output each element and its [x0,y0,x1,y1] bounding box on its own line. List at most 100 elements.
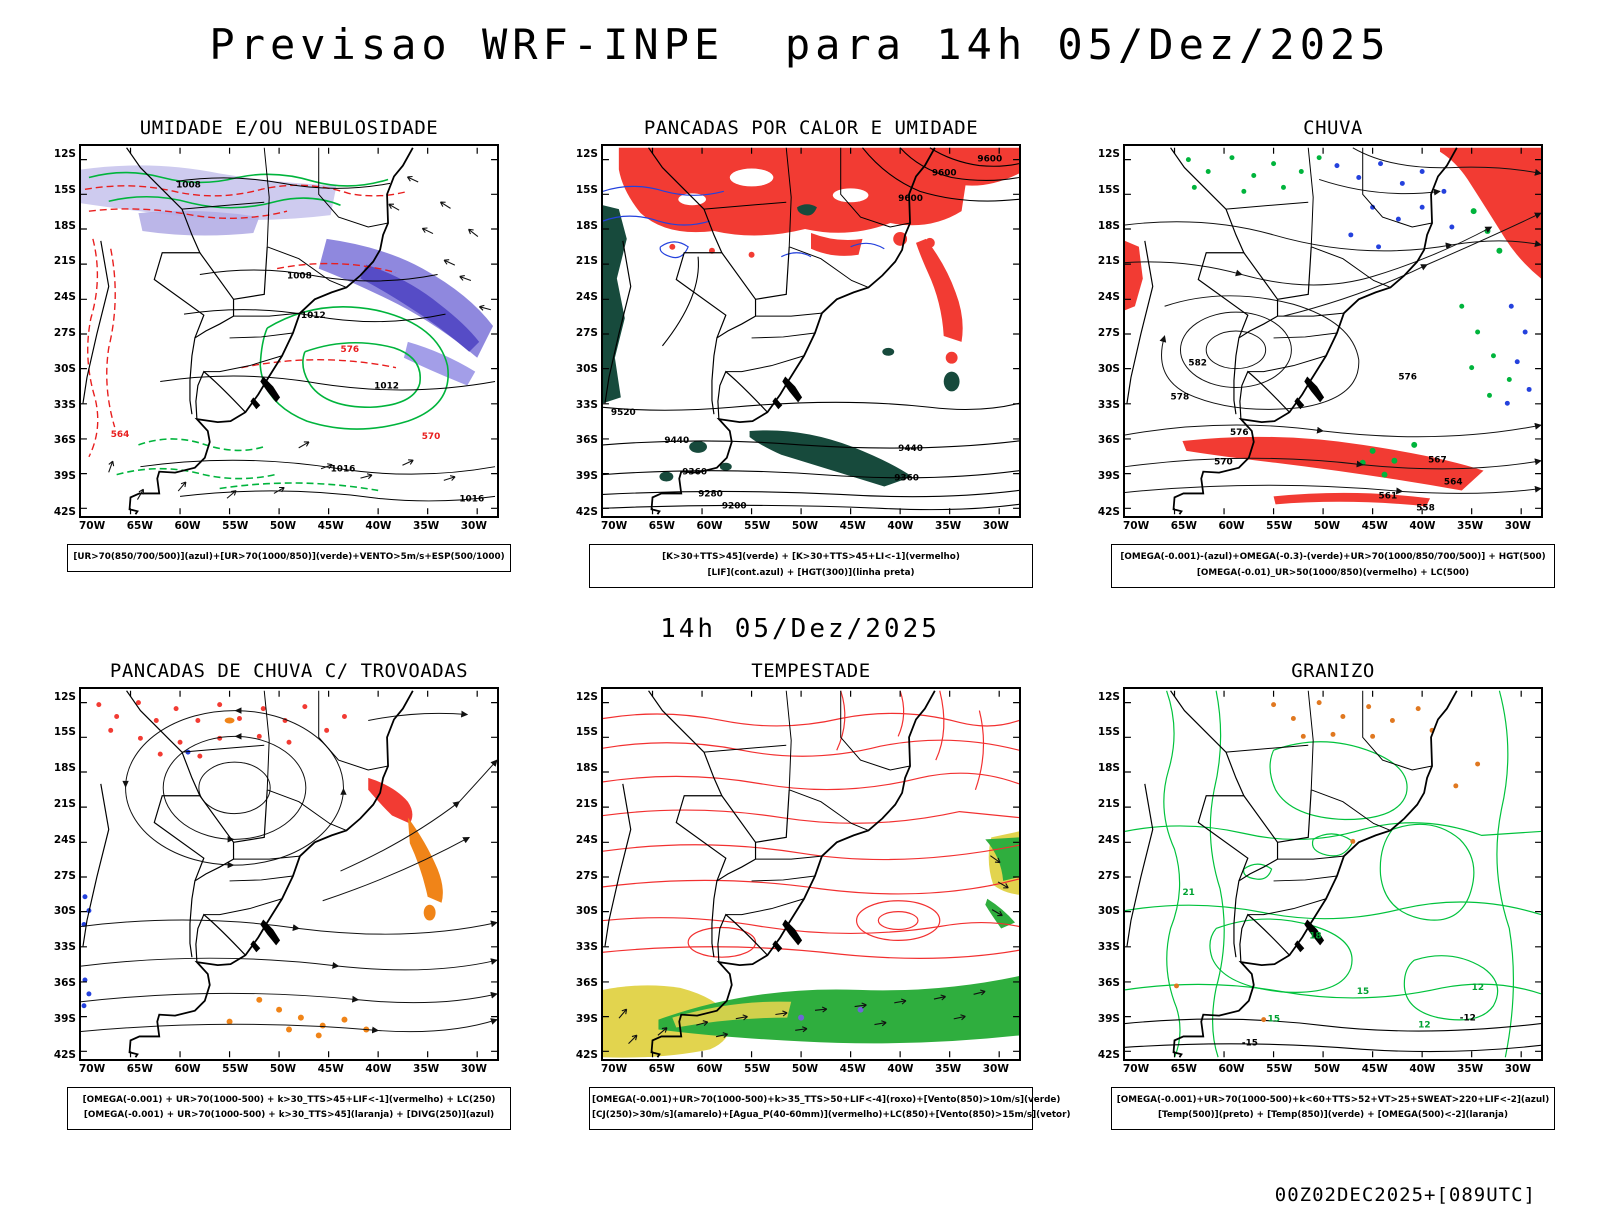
orange-omega-speckles [1174,699,1481,1022]
lon-label: 35W [413,1062,440,1075]
map-granizo: 21 18 15 12 12 15 -12 -15 [1125,689,1541,1058]
lat-label: 15S [575,183,598,196]
caption-line: [OMEGA(-0.001) + UR>70(1000-500) + k>30_… [83,1110,495,1121]
row-bottom: PANCADAS DE CHUVA C/ TROVOADAS 12S 15S 18S… [0,660,1600,1131]
panel-pancadas-calor: PANCADAS POR CALOR E UMIDADE 12S 15S 18S 21… [567,117,1033,588]
between-rows-label: 14h 05/Dez/2025 [660,613,940,644]
panel-chuva: CHUVA 12S 15S 18S 21S 24S 27S 30S 33S 36S 39S 42S [1089,117,1555,588]
contour-label: 570 [1214,458,1233,468]
lat-label: 12S [575,148,598,160]
blue-lif-contours [603,185,885,259]
map-area-pancadas-calor: 12S 15S 18S 21S 24S 27S 30S 33S 36S 39S 42S [567,144,1033,518]
black-isobars [140,177,496,502]
contour-label: 1016 [331,465,356,475]
red-instability-areas [618,147,1019,364]
lat-label: 12S [575,690,598,703]
panel-title-tempestade: TEMPESTADE [751,659,871,682]
lon-axis: 70W 65W 60W 55W 50W 45W 40W 35W 30W [601,520,1021,532]
lat-label: 33S [575,941,598,954]
map-pancadas-calor: 9600 9600 9600 9520 9440 9440 9360 9360 … [603,146,1019,516]
lon-label: 55W [1266,1062,1293,1075]
contour-label: -12 [1460,1013,1476,1023]
contour-label: 9200 [722,501,747,511]
lat-label: 24S [575,291,598,304]
lon-label: 45W [1361,520,1388,532]
purple-lif-speckles [798,1006,864,1021]
lon-label: 40W [365,520,392,532]
map-area-granizo: 12S 15S 18S 21S 24S 27S 30S 33S 36S 39S 42S [1089,686,1555,1061]
contour-label: 9280 [698,489,723,499]
lat-label: 21S [575,255,598,268]
lat-label: 18S [575,219,598,232]
lat-label: 15S [575,726,598,739]
lat-label: 24S [575,833,598,846]
lat-label: 15S [1097,183,1120,196]
map-area-umidade: 12S 15S 18S 21S 24S 27S 30S 33S 36S 39S 42S [45,144,511,518]
map-frame-chuva: 582 578 576 576 570 567 564 561 558 [1123,144,1543,518]
lon-axis: 70W 65W 60W 55W 50W 45W 40W 35W 30W [1123,1063,1543,1075]
lat-label: 30S [575,905,598,918]
blue-divergence-speckles [81,749,191,1008]
black-height-contours [603,147,1019,511]
lon-label: 35W [1457,520,1484,532]
lat-label: 27S [1097,869,1120,882]
lon-label: 30W [460,1062,487,1075]
map-tempestade [603,689,1019,1058]
caption-line: [OMEGA(-0.001)+UR>70(1000-500)+k>35_TTS>… [592,1094,1061,1105]
map-area-tempestade: 12S 15S 18S 21S 24S 27S 30S 33S 36S 39S 42S [567,686,1033,1061]
lat-label: 39S [53,1012,76,1025]
lon-label: 50W [791,520,819,532]
lat-label: 24S [1097,291,1120,304]
panel-title-pancadas-calor: PANCADAS POR CALOR E UMIDADE [643,117,979,139]
lon-label: 50W [1313,520,1341,532]
lat-label: 15S [1097,726,1120,739]
lat-label: 21S [1097,798,1120,811]
orange-shower-areas [224,717,443,1039]
contour-label: 9440 [664,436,689,446]
lon-label: 30W [1504,520,1531,532]
lat-label: 33S [575,398,598,411]
panel-granizo: GRANIZO 12S 15S 18S 21S 24S 27S 30S 33S 36S 39S 42… [1089,660,1555,1131]
caption-line: [OMEGA(-0.001) + UR>70(1000-500) + k>30_… [82,1094,496,1105]
lon-label: 60W [696,1062,723,1075]
lon-label: 70W [601,1062,628,1075]
contour-label: 1008 [287,272,312,282]
row-top: UMIDADE E/OU NEBULOSIDADE 12S 15S 18S 21S 24… [0,117,1600,588]
lat-label: 24S [53,291,76,304]
lon-label: 70W [79,1062,106,1075]
lat-label: 21S [575,798,598,811]
lon-label: 60W [696,520,723,532]
lat-label: 12S [1097,148,1120,160]
contour-label: 561 [1379,491,1398,501]
map-frame-umidade: 1008 1008 1012 1012 1016 1016 576 570 56… [79,144,499,518]
lat-axis: 12S 15S 18S 21S 24S 27S 30S 33S 36S 39S 42S [567,144,601,518]
contour-label: 576 [1230,428,1249,438]
caption-line: [K>30+TTS>45](verde) + [K>30+TTS>45+LI<-… [662,552,960,562]
lat-label: 21S [1097,255,1120,268]
contour-label: 1016 [459,494,484,504]
contour-label: -15 [1242,1038,1258,1048]
map-chuva: 582 578 576 576 570 567 564 561 558 [1125,146,1541,516]
caption-box-trovoadas: [OMEGA(-0.001) + UR>70(1000-500) + k>30_… [67,1086,511,1131]
lon-axis: 70W 65W 60W 55W 50W 45W 40W 35W 30W [601,1063,1021,1075]
panel-tempestade: TEMPESTADE 12S 15S 18S 21S 24S 27S 30S 33S 36S 39… [567,659,1070,1131]
lat-label: 27S [575,869,598,882]
lon-label: 55W [222,520,249,532]
lon-label: 65W [1170,520,1197,532]
lat-label: 36S [1097,434,1120,447]
red-temperature-contours [603,690,1019,959]
lat-label: 33S [53,941,76,954]
lat-label: 21S [53,798,76,811]
contour-labels-black: -12 -15 [1242,1013,1476,1048]
lon-label: 70W [601,520,628,532]
cloud-wash-areas [81,165,494,386]
caption-box-tempestade: [OMEGA(-0.001)+UR>70(1000-500)+k>35_TTS>… [589,1086,1070,1131]
red-area-holes [678,168,869,206]
caption-line: [OMEGA(-0.01)_UR>50(1000/850)(vermelho) … [1196,567,1470,578]
caption-line: [LIF](cont.azul) + [HGT(300)](linha pret… [707,567,915,578]
contour-label: 576 [1398,373,1417,383]
map-frame-tempestade [601,686,1021,1061]
lon-label: 70W [1123,1062,1150,1075]
lat-label: 18S [1097,762,1120,775]
lat-label: 39S [53,470,76,483]
